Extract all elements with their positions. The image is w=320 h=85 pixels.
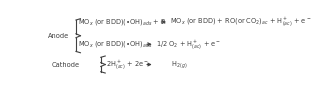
Text: MO$_x$ (or BDD) + RO(or CO$_2$)$_{ac}$ + H$^+_{(ac)}$ + e$^-$: MO$_x$ (or BDD) + RO(or CO$_2$)$_{ac}$ +…: [170, 16, 312, 28]
Text: Anode: Anode: [48, 33, 69, 39]
Text: H$_{2\,(g)}$: H$_{2\,(g)}$: [172, 59, 188, 70]
Text: Cathode: Cathode: [52, 62, 80, 67]
Text: MO$_x$ (or BDD)($\bullet$OH)$_{ads}$: MO$_x$ (or BDD)($\bullet$OH)$_{ads}$: [78, 39, 153, 49]
Text: 1/2 O$_2$ + H$^+_{(ac)}$ + e$^-$: 1/2 O$_2$ + H$^+_{(ac)}$ + e$^-$: [156, 38, 221, 51]
Text: MO$_x$ (or BDD)($\bullet$OH)$_{ads}$ + R: MO$_x$ (or BDD)($\bullet$OH)$_{ads}$ + R: [78, 17, 167, 27]
Text: 2H$^+_{(ac)}$ + 2e$^-$: 2H$^+_{(ac)}$ + 2e$^-$: [106, 58, 148, 71]
